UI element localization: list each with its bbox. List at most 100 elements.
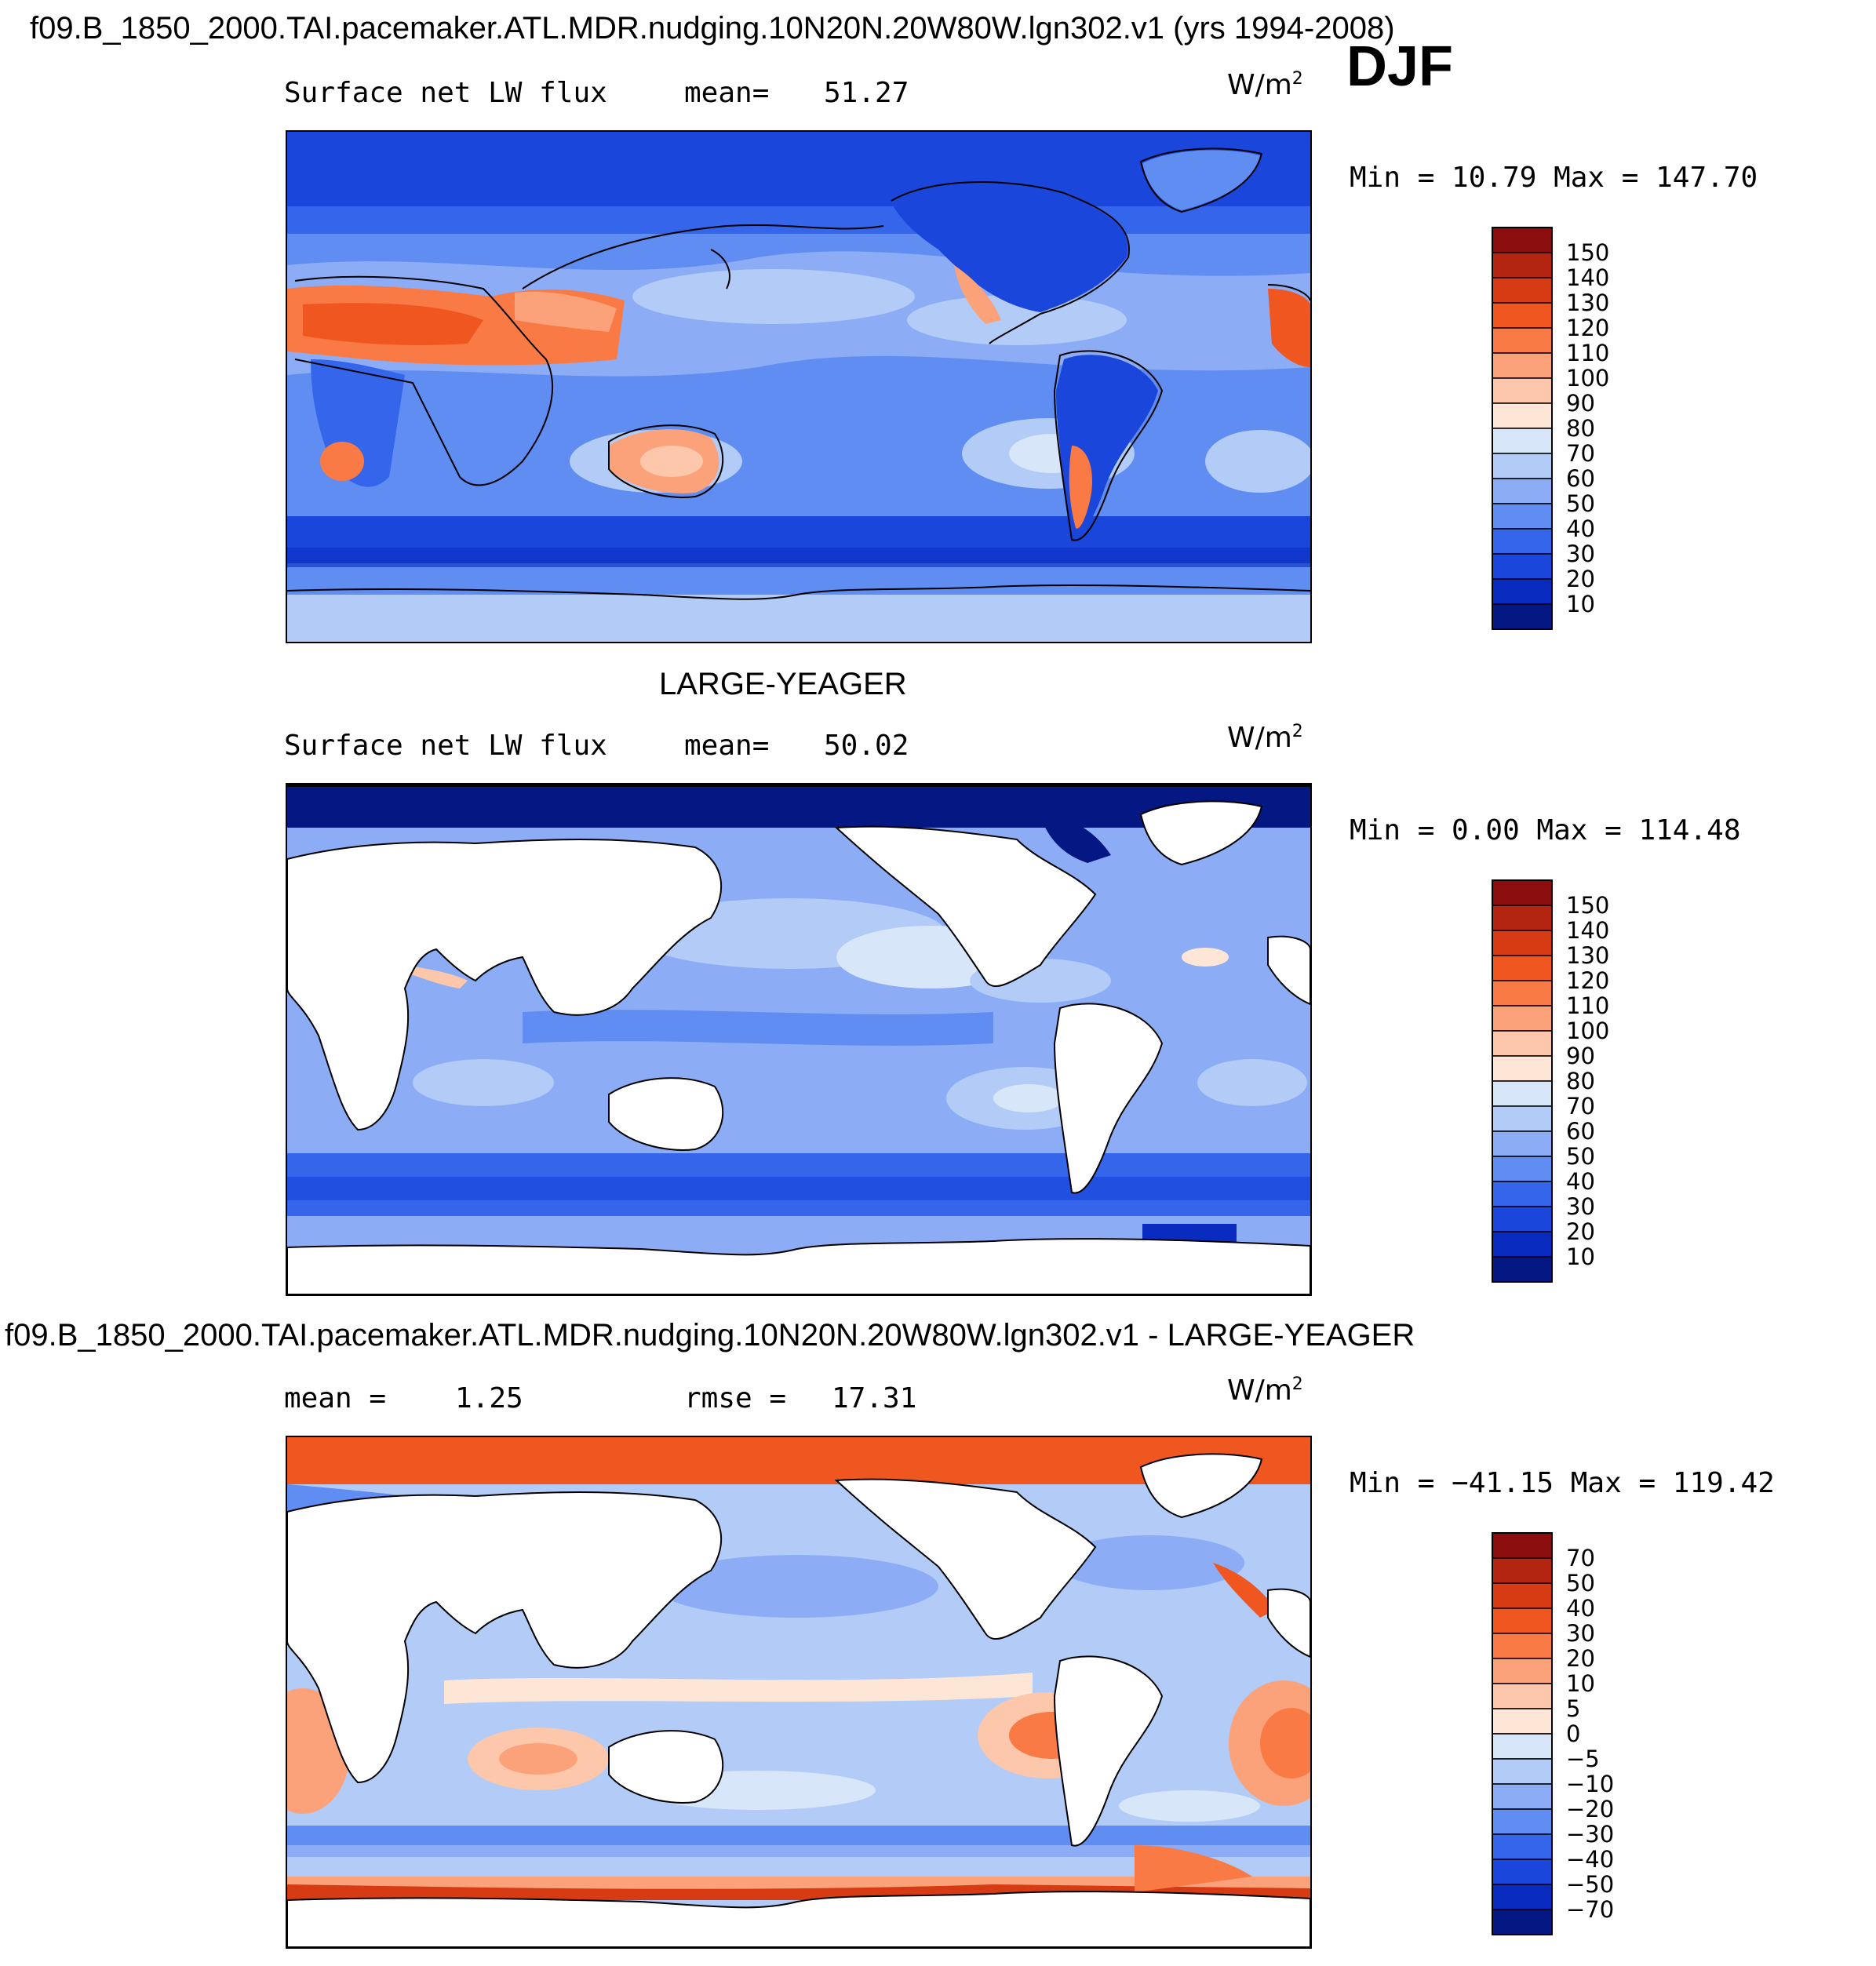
colorbar-swatch (1492, 402, 1553, 429)
colorbar-tick-label: 40 (1566, 1168, 1595, 1195)
panel3-title: f09.B_1850_2000.TAI.pacemaker.ATL.MDR.nu… (5, 1318, 1415, 1353)
colorbar-tick-label: 70 (1566, 440, 1595, 467)
colorbar-tick-label: 40 (1566, 1595, 1595, 1622)
panel1-variable: Surface net LW flux (284, 77, 607, 109)
colorbar-tick-label: 70 (1566, 1545, 1595, 1571)
colorbar-swatch (1492, 1658, 1553, 1684)
colorbar-swatch (1492, 1808, 1553, 1835)
panel2-minmax: Min = 0.00 Max = 114.48 (1350, 814, 1741, 846)
colorbar-tick-label: 50 (1566, 1570, 1595, 1596)
panel1-colorbar: 150 140 130 120 110 100 90 80 70 60 50 40 30 20 10 (1492, 227, 1634, 635)
panel1-minmax: Min = 10.79 Max = 147.70 (1350, 162, 1758, 194)
colorbar-swatch (1492, 955, 1553, 981)
colorbar-swatch (1492, 1532, 1553, 1559)
colorbar-tick-label: 50 (1566, 490, 1595, 517)
colorbar-tick-label: −5 (1566, 1746, 1600, 1772)
colorbar-swatch (1492, 453, 1553, 479)
panel1-map-svg (287, 132, 1310, 642)
panel3-minmax: Min = −41.15 Max = 119.42 (1350, 1467, 1775, 1499)
colorbar-swatch (1492, 1105, 1553, 1132)
colorbar-swatch (1492, 1733, 1553, 1760)
colorbar-tick-label: −30 (1566, 1821, 1614, 1848)
colorbar-swatch (1492, 1055, 1553, 1082)
panel1-map (286, 130, 1312, 643)
colorbar-swatch (1492, 1080, 1553, 1107)
panel1-mean-value: 51.27 (824, 77, 909, 109)
colorbar-outline (1492, 1532, 1553, 1935)
colorbar-swatch (1492, 327, 1553, 354)
panel3-rmse-value: 17.31 (832, 1382, 917, 1414)
colorbar-tick-label: −50 (1566, 1871, 1614, 1898)
colorbar-tick-label: 10 (1566, 591, 1595, 617)
colorbar-swatch (1492, 302, 1553, 329)
colorbar-tick-label: 30 (1566, 1193, 1595, 1220)
colorbar-tick-label: 20 (1566, 566, 1595, 592)
panel2-mean-label: mean= (684, 730, 770, 762)
colorbar-tick-label: 90 (1566, 390, 1595, 417)
panel2-map-svg (287, 785, 1310, 1294)
colorbar-tick-label: 150 (1566, 239, 1609, 266)
colorbar-outline (1492, 879, 1553, 1283)
panel3-map (286, 1436, 1312, 1949)
colorbar-tick-label: 120 (1566, 315, 1609, 341)
colorbar-swatch (1492, 553, 1553, 580)
panel1-title: f09.B_1850_2000.TAI.pacemaker.ATL.MDR.nu… (30, 11, 1395, 46)
colorbar-tick-label: 5 (1566, 1695, 1580, 1722)
colorbar-tick-label: −70 (1566, 1896, 1614, 1923)
colorbar-swatch (1492, 1884, 1553, 1910)
colorbar-swatch (1492, 1758, 1553, 1785)
colorbar-tick-label: 30 (1566, 1620, 1595, 1647)
colorbar-swatch (1492, 1130, 1553, 1157)
colorbar-swatch (1492, 1708, 1553, 1735)
colorbar-tick-label: 110 (1566, 992, 1609, 1019)
colorbar-tick-label: 80 (1566, 1068, 1595, 1094)
colorbar-tick-label: 70 (1566, 1093, 1595, 1120)
colorbar-outline (1492, 227, 1553, 630)
colorbar-swatch (1492, 930, 1553, 956)
colorbar-swatch (1492, 879, 1553, 906)
colorbar-swatch (1492, 1181, 1553, 1207)
colorbar-swatch (1492, 352, 1553, 379)
colorbar-tick-label: 110 (1566, 340, 1609, 366)
colorbar-tick-label: −10 (1566, 1771, 1614, 1797)
panel2-map (286, 783, 1312, 1296)
colorbar-tick-label: 120 (1566, 967, 1609, 994)
panel1-units: W/m2 (1227, 69, 1303, 101)
colorbar-swatch (1492, 478, 1553, 504)
colorbar-swatch (1492, 1206, 1553, 1232)
panel3-units: W/m2 (1227, 1374, 1303, 1407)
colorbar-swatch (1492, 1557, 1553, 1584)
colorbar-swatch (1492, 905, 1553, 931)
colorbar-tick-label: 130 (1566, 942, 1609, 969)
colorbar-swatch (1492, 1005, 1553, 1032)
colorbar-swatch (1492, 1859, 1553, 1885)
panel3-mean-label: mean = (284, 1382, 387, 1414)
panel2-mean-value: 50.02 (824, 730, 909, 762)
colorbar-swatch (1492, 603, 1553, 630)
colorbar-swatch (1492, 1030, 1553, 1057)
colorbar-swatch (1492, 578, 1553, 605)
colorbar-tick-label: 140 (1566, 264, 1609, 291)
colorbar-tick-label: 60 (1566, 465, 1595, 492)
colorbar-tick-label: −20 (1566, 1796, 1614, 1822)
panel2-colorbar: 150 140 130 120 110 100 90 80 70 60 50 40 30 20 10 (1492, 879, 1634, 1288)
colorbar-tick-label: 80 (1566, 415, 1595, 442)
colorbar-swatch (1492, 1156, 1553, 1182)
colorbar-tick-label: 100 (1566, 1018, 1609, 1044)
colorbar-tick-label: 0 (1566, 1720, 1580, 1747)
panel3-mean-value: 1.25 (455, 1382, 523, 1414)
colorbar-tick-label: 90 (1566, 1043, 1595, 1069)
colorbar-swatch (1492, 528, 1553, 555)
season-label: DJF (1346, 35, 1454, 98)
colorbar-tick-label: 150 (1566, 892, 1609, 919)
panel1-mean-label: mean= (684, 77, 770, 109)
colorbar-swatch (1492, 227, 1553, 253)
colorbar-tick-label: 40 (1566, 515, 1595, 542)
panel2-units: W/m2 (1227, 722, 1303, 754)
colorbar-swatch (1492, 1607, 1553, 1634)
panel3-rmse-label: rmse = (684, 1382, 787, 1414)
colorbar-swatch (1492, 277, 1553, 304)
colorbar-tick-label: 10 (1566, 1670, 1595, 1697)
